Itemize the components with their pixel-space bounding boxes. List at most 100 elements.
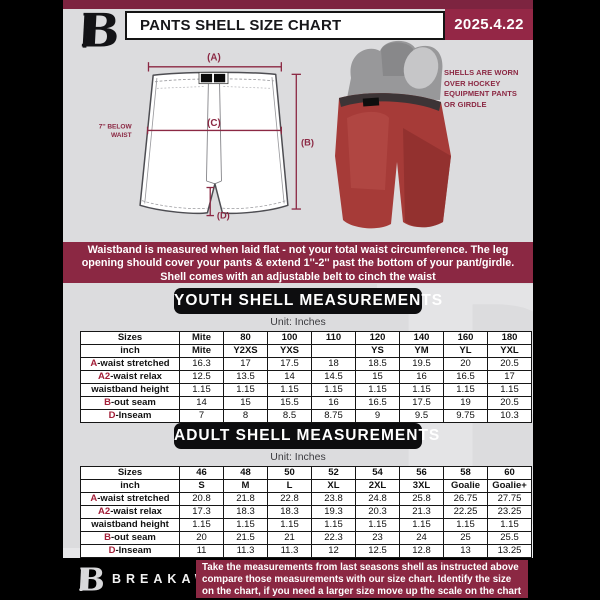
- measurement-cell: 22.8: [267, 492, 312, 506]
- diagram-label-d: (D): [217, 210, 230, 220]
- measurement-cell: 3XL: [399, 479, 444, 493]
- measurement-cell: Mite: [179, 344, 224, 358]
- measurement-cell: 15.5: [267, 396, 312, 410]
- footer-note-line: Take the measurements from last seasons …: [202, 562, 519, 573]
- row-label: A2-waist relax: [80, 505, 180, 519]
- measurement-cell: 26.75: [443, 492, 488, 506]
- measurement-cell: 52: [311, 466, 356, 480]
- measurement-cell: 11.3: [267, 544, 312, 558]
- measurement-cell: YL: [443, 344, 488, 358]
- date-badge: 2025.4.22: [445, 9, 533, 40]
- footer-note-line: compare those measurements with our size…: [202, 574, 512, 586]
- top-maroon-strip: [63, 0, 533, 9]
- measurement-cell: 12.5: [355, 544, 400, 558]
- measurement-cell: 20.5: [487, 357, 532, 371]
- table-row: D-Inseam 7 8 8.5 8.75 9 9.5 9.75 10.3: [80, 409, 532, 423]
- measurement-cell: 16: [311, 396, 356, 410]
- row-label: waistband height: [80, 383, 180, 397]
- measurement-cell: 12.5: [179, 370, 224, 384]
- measurement-cell: 20.5: [487, 396, 532, 410]
- row-label: D-Inseam: [80, 409, 180, 423]
- measurement-cell: 19: [443, 396, 488, 410]
- measurement-cell: 54: [355, 466, 400, 480]
- measurement-cell: 15: [223, 396, 268, 410]
- measurement-cell: 14: [267, 370, 312, 384]
- banner-line: Shell comes with an adjustable belt to c…: [160, 270, 436, 283]
- measurement-cell: 14: [179, 396, 224, 410]
- measurement-cell: 14.5: [311, 370, 356, 384]
- photo-caption: SHELLS ARE WORN OVER HOCKEY EQUIPMENT PA…: [444, 68, 526, 110]
- table-row: Sizes Mite 80 100 110 120 140 160 180: [80, 331, 532, 345]
- measurement-cell: 20: [443, 357, 488, 371]
- diagram-label-a: (A): [207, 52, 221, 63]
- waistband-info-banner: Waistband is measured when laid flat - n…: [63, 242, 533, 283]
- youth-measurements-table: Sizes Mite 80 100 110 120 140 160 180 inch Mite Y2X…: [80, 331, 532, 423]
- measurement-cell: 18.5: [355, 357, 400, 371]
- belt-buckle: [198, 72, 229, 85]
- measurement-cell: 21.8: [223, 492, 268, 506]
- footer-bar: B BREAKAWAY Take the measurements from l…: [0, 558, 600, 600]
- measurement-cell: 1.15: [355, 518, 400, 532]
- footer-note-line: on the chart, if you need a larger size …: [202, 586, 522, 598]
- diagram-label-c: (C): [207, 118, 221, 129]
- table-row: Sizes 46 48 50 52 54 56 58 60: [80, 466, 532, 480]
- measurement-cell: 16.3: [179, 357, 224, 371]
- measurement-cell: 20.3: [355, 505, 400, 519]
- row-label: A-waist stretched: [80, 357, 180, 371]
- measurement-cell: 1.15: [487, 518, 532, 532]
- measurement-cell: M: [223, 479, 268, 493]
- measurement-cell: 17: [223, 357, 268, 371]
- row-label: A2-waist relax: [80, 370, 180, 384]
- measurement-cell: 2XL: [355, 479, 400, 493]
- measurement-cell: 60: [487, 466, 532, 480]
- banner-line: Waistband is measured when laid flat - n…: [87, 244, 509, 256]
- shorts-outline: [139, 71, 289, 215]
- measurement-cell: 22.3: [311, 531, 356, 545]
- row-label: A-waist stretched: [80, 492, 180, 506]
- measurement-cell: 11: [179, 544, 224, 558]
- measurement-cell: 80: [223, 331, 268, 345]
- pants-measurement-diagram: (A) (C) (B): [83, 50, 315, 224]
- adult-section-heading: ADULT SHELL MEASUREMENTS: [174, 423, 439, 449]
- measurement-cell: 1.15: [399, 383, 444, 397]
- measurement-cell: 18.3: [223, 505, 268, 519]
- measurement-cell: 13: [443, 544, 488, 558]
- measurement-cell: 180: [487, 331, 532, 345]
- measurement-cell: 24: [399, 531, 444, 545]
- measurement-cell: 23.8: [311, 492, 356, 506]
- row-label: Sizes: [80, 331, 180, 345]
- measurement-cell: YS: [355, 344, 400, 358]
- row-label: inch: [80, 344, 180, 358]
- measurement-cell: YM: [399, 344, 444, 358]
- measurement-cell: 17.5: [267, 357, 312, 371]
- measurement-cell: 16.5: [355, 396, 400, 410]
- adult-unit-label: Unit: Inches: [270, 451, 326, 463]
- measurement-cell: 21.5: [223, 531, 268, 545]
- measurement-cell: 1.15: [487, 383, 532, 397]
- measurement-cell: 16: [399, 370, 444, 384]
- measurement-cell: 25: [443, 531, 488, 545]
- measurement-cell: 1.15: [267, 518, 312, 532]
- measurement-cell: 8: [223, 409, 268, 423]
- caption-line: OR GIRDLE: [444, 99, 487, 109]
- measurement-cell: L: [267, 479, 312, 493]
- table-row: A-waist stretched 16.3 17 17.5 18 18.5 19.5 20 2…: [80, 357, 532, 371]
- measurement-cell: 16.5: [443, 370, 488, 384]
- footer-instructions: Take the measurements from last seasons …: [196, 560, 528, 598]
- youth-section-heading: YOUTH SHELL MEASUREMENTS: [174, 288, 442, 314]
- breakaway-footer-logo-icon: B: [76, 561, 106, 598]
- measurement-cell: 21.3: [399, 505, 444, 519]
- measurement-cell: 9.75: [443, 409, 488, 423]
- measurement-cell: 1.15: [179, 518, 224, 532]
- row-label: D-Inseam: [80, 544, 180, 558]
- measurement-cell: Goalie: [443, 479, 488, 493]
- measurement-cell: 1.15: [223, 383, 268, 397]
- table-row: A2-waist relax 17.3 18.3 18.3 19.3 20.3 21.3 22…: [80, 505, 532, 519]
- measurement-cell: 19.3: [311, 505, 356, 519]
- measurement-cell: 140: [399, 331, 444, 345]
- measurement-cell: 1.15: [223, 518, 268, 532]
- measurement-cell: 12.8: [399, 544, 444, 558]
- measurement-cell: 1.15: [267, 383, 312, 397]
- measurement-cell: 24.8: [355, 492, 400, 506]
- measurement-cell: 9.5: [399, 409, 444, 423]
